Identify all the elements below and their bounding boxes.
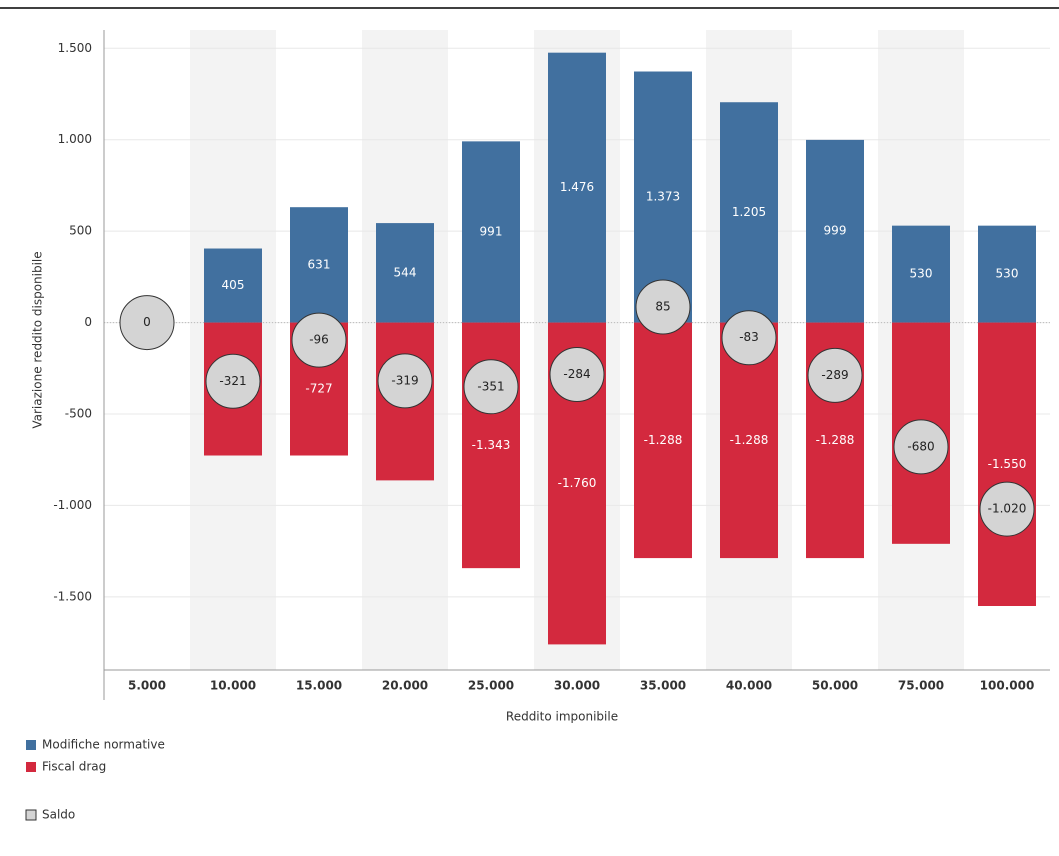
bar: [548, 52, 606, 323]
legend-swatch: [25, 809, 37, 821]
saldo-label: -319: [391, 373, 418, 387]
bar-value-label: 544: [394, 265, 417, 279]
x-tick-label: 30.000: [554, 679, 600, 693]
bar-value-label: -1.288: [730, 433, 769, 447]
bar-value-label: 405: [222, 278, 245, 292]
bar: [978, 225, 1036, 323]
bar: [204, 248, 262, 323]
saldo-point: [807, 347, 863, 403]
bar: [290, 207, 348, 323]
saldo-label: 85: [655, 300, 670, 314]
saldo-label: -96: [309, 333, 329, 347]
x-tick-label: 100.000: [980, 679, 1035, 693]
bar-value-label: -1.760: [558, 476, 597, 490]
y-tick-label: 1.000: [58, 132, 92, 146]
x-tick-label: 40.000: [726, 679, 772, 693]
saldo-point: [291, 312, 347, 368]
bar: [720, 102, 778, 323]
bar-value-label: -727: [305, 382, 332, 396]
saldo-label: -680: [907, 439, 934, 453]
saldo-label: -321: [219, 374, 246, 388]
legend-label: Modifiche normative: [42, 738, 165, 752]
bar-value-label: 999: [824, 224, 847, 238]
saldo-label: -284: [563, 367, 590, 381]
legend-swatch: [26, 740, 36, 750]
bar: [806, 139, 864, 323]
bar-value-label: 530: [910, 267, 933, 281]
saldo-point: [119, 295, 175, 351]
saldo-point: [721, 310, 777, 366]
x-tick-label: 35.000: [640, 679, 686, 693]
x-tick-label: 75.000: [898, 679, 944, 693]
bar: [376, 223, 434, 323]
saldo-point: [205, 353, 261, 409]
bar-value-label: -1.550: [988, 457, 1027, 471]
bar-value-label: 530: [996, 267, 1019, 281]
saldo-label: -83: [739, 330, 759, 344]
bar: [978, 322, 1036, 606]
saldo-label: -351: [477, 379, 504, 393]
bar-value-label: -1.288: [644, 433, 683, 447]
saldo-point: [377, 353, 433, 409]
saldo-label: 0: [143, 315, 151, 329]
bar-value-label: 631: [308, 257, 331, 271]
saldo-point: [463, 359, 519, 415]
bar: [634, 322, 692, 559]
y-tick-label: 0: [84, 315, 92, 329]
y-tick-label: -1.000: [53, 498, 92, 512]
x-tick-label: 5.000: [128, 679, 166, 693]
legend-label: Fiscal drag: [42, 760, 106, 774]
bar-value-label: 991: [480, 224, 503, 238]
y-axis-title: Variazione reddito disponibile: [31, 251, 45, 428]
x-tick-label: 25.000: [468, 679, 514, 693]
bar-value-label: -1.288: [816, 433, 855, 447]
y-tick-label: 1.500: [58, 41, 92, 55]
x-tick-label: 50.000: [812, 679, 858, 693]
bar-value-label: 1.476: [560, 180, 594, 194]
bar-value-label: -1.343: [472, 438, 511, 452]
bar: [892, 225, 950, 323]
saldo-point: [549, 347, 605, 403]
bar-value-label: 1.373: [646, 190, 680, 204]
saldo-label: -289: [821, 368, 848, 382]
x-tick-label: 10.000: [210, 679, 256, 693]
bar: [462, 141, 520, 323]
x-tick-label: 15.000: [296, 679, 342, 693]
y-tick-label: -500: [65, 407, 92, 421]
legend-swatch: [26, 762, 36, 772]
saldo-label: -1.020: [988, 502, 1027, 516]
y-tick-label: -1.500: [53, 589, 92, 603]
legend-label: Saldo: [42, 808, 75, 822]
x-tick-label: 20.000: [382, 679, 428, 693]
x-axis-title: Reddito imponibile: [506, 710, 618, 724]
saldo-point: [635, 279, 691, 335]
y-tick-label: 500: [69, 224, 92, 238]
saldo-point: [893, 419, 949, 475]
saldo-point: [979, 481, 1035, 537]
bar-value-label: 1.205: [732, 205, 766, 219]
